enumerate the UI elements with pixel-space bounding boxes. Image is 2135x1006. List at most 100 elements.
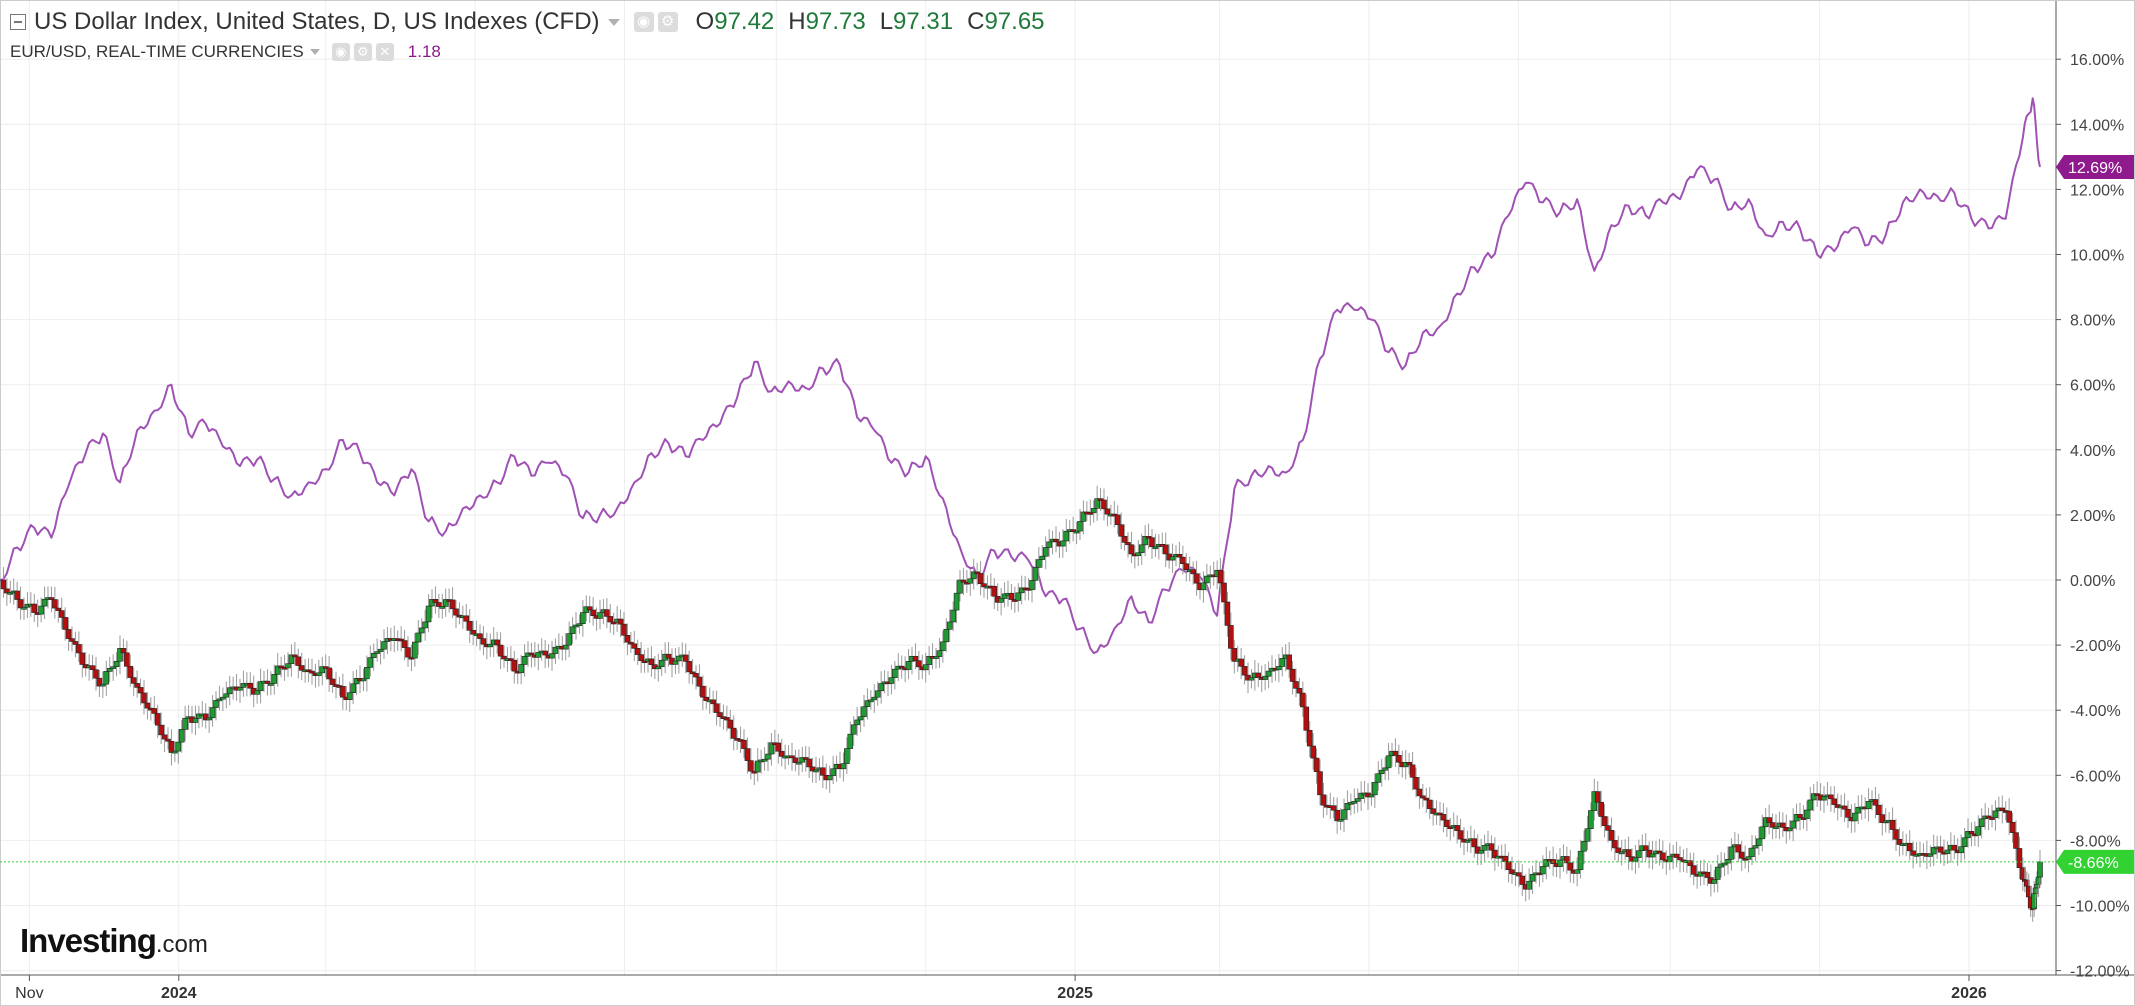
candle-down <box>497 644 504 657</box>
candle-down <box>916 660 922 668</box>
compare-remove-close-icon[interactable]: ✕ <box>375 43 394 61</box>
candle-down <box>449 599 456 610</box>
candle-down <box>1999 807 2006 811</box>
compare-settings-gear-icon[interactable]: ⚙ <box>353 43 372 61</box>
candle-up <box>422 621 428 629</box>
candle-up <box>425 605 432 623</box>
y-tick-label: 2.00% <box>2070 508 2115 525</box>
candle-down <box>974 571 980 575</box>
candle-down <box>1488 843 1495 851</box>
y-axis: 16.00% 14.00% 12.00% 10.00% 8.00% 6.00% 4.00% 2… <box>2056 52 2130 981</box>
candle-up <box>1382 767 1388 771</box>
collapse-legend-icon[interactable] <box>10 14 26 30</box>
candle-down <box>2009 821 2016 833</box>
candle-down <box>466 620 473 631</box>
candle-up <box>970 571 977 580</box>
candle-up <box>364 667 370 680</box>
eurusd-last-value-badge-text: 12.69% <box>2068 160 2122 177</box>
x-tick-label: 2024 <box>161 985 197 1002</box>
candle-up <box>1636 850 1642 858</box>
compare-series-dropdown-icon[interactable] <box>309 49 320 55</box>
visibility-eye-icon[interactable]: ◉ <box>633 12 654 32</box>
candle-down <box>682 654 689 662</box>
candle-down <box>789 755 795 759</box>
candle-down <box>792 757 799 763</box>
candle-down <box>820 767 826 776</box>
y-tick-label: 10.00% <box>2070 248 2124 265</box>
candle-down <box>4 588 10 594</box>
candle-down <box>1677 857 1683 861</box>
candle-down <box>477 633 483 639</box>
main-series-legend: US Dollar Index, United States, D, US In… <box>10 8 1045 36</box>
candle-up <box>799 757 806 763</box>
candle-up <box>206 717 212 721</box>
candle-down <box>398 638 404 642</box>
candle-down <box>295 656 302 666</box>
candle-down <box>1646 849 1652 858</box>
candle-down <box>144 702 151 709</box>
candle-down <box>1564 856 1570 864</box>
candle-up <box>957 579 963 594</box>
candle-down <box>610 621 617 625</box>
candle-up <box>676 655 682 662</box>
candle-down <box>1828 794 1834 800</box>
candle-up <box>1958 846 1964 854</box>
candle-down <box>1797 814 1803 818</box>
candle-down <box>1893 829 1899 840</box>
candle-down <box>1910 850 1916 856</box>
candle-up <box>1351 801 1358 804</box>
settings-gear-icon[interactable]: ⚙ <box>657 12 678 32</box>
candle-down <box>1121 535 1128 543</box>
candle-down <box>247 682 254 689</box>
candle-up <box>1756 838 1762 846</box>
y-tick-label: 16.00% <box>2070 52 2124 69</box>
candle-up <box>1790 820 1796 829</box>
candle-up <box>1276 666 1282 671</box>
candle-down <box>0 579 7 590</box>
candle-down <box>401 640 408 648</box>
ohlc-close-label: C <box>967 8 985 35</box>
candle-up <box>1618 851 1625 855</box>
x-tick-label: 2026 <box>1951 985 1987 1002</box>
candle-down <box>621 623 627 636</box>
candle-down <box>1286 654 1292 670</box>
candle-down <box>298 665 305 671</box>
candle-down <box>1876 804 1882 815</box>
candle-down <box>470 630 476 635</box>
y-tick-label: 6.00% <box>2070 378 2115 395</box>
main-series-dropdown-icon[interactable] <box>607 18 620 26</box>
candle-up <box>106 668 113 672</box>
candle-down <box>641 660 648 664</box>
series-eurusd <box>0 97 2041 655</box>
candle-up <box>1711 879 1718 884</box>
candle-up <box>254 690 260 695</box>
candle-down <box>1221 582 1227 603</box>
candle-down <box>1087 512 1094 515</box>
candle-down <box>1293 681 1299 689</box>
x-tick-label: 2025 <box>1057 985 1093 1002</box>
candle-down <box>1413 777 1419 790</box>
candle-down <box>981 583 987 588</box>
candle-down <box>1228 625 1234 649</box>
candle-down <box>1289 668 1296 682</box>
candle-up <box>813 769 819 773</box>
candle-down <box>130 677 137 684</box>
candle-up <box>1265 670 1272 677</box>
candle-up <box>1526 880 1532 890</box>
candle-down <box>1217 569 1224 584</box>
candle-down <box>264 680 271 684</box>
candle-down <box>748 760 754 772</box>
candle-up <box>288 654 295 664</box>
candle-up <box>754 760 761 773</box>
candle-up <box>226 687 233 695</box>
candle-down <box>1519 875 1526 885</box>
candle-up <box>1961 837 1968 848</box>
candle-down <box>1968 831 1975 835</box>
compare-visibility-eye-icon[interactable]: ◉ <box>331 43 350 61</box>
candle-up <box>1749 847 1755 857</box>
candle-up <box>1584 828 1591 842</box>
candle-up <box>1965 831 1971 839</box>
candle-down <box>151 708 158 714</box>
